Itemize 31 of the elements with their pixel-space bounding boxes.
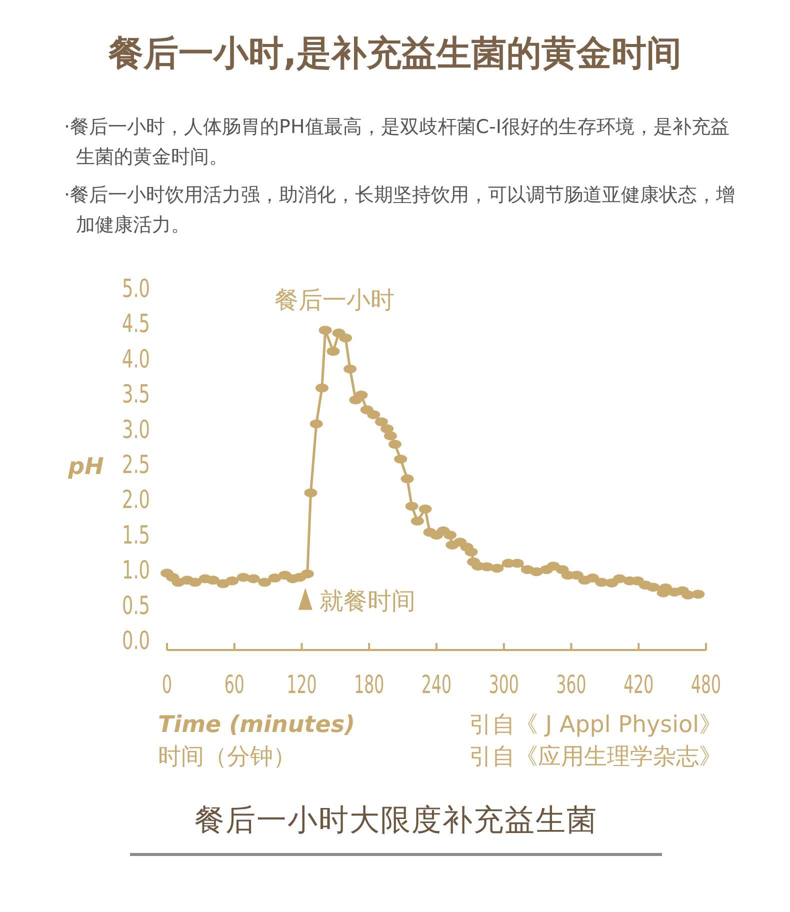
text: 时间（分钟） xyxy=(158,744,296,770)
x-tick-label: 180 xyxy=(354,670,398,699)
x-tick-label: 480 xyxy=(691,670,734,699)
y-tick-label: 2.0 xyxy=(122,485,158,514)
x-tick-label: 60 xyxy=(224,670,253,699)
chart-title: 餐后一小时,是补充益生菌的黄金时间 xyxy=(107,33,683,76)
text: 引自《 J Appl Physiol》 xyxy=(469,712,722,738)
x-tick-label: 240 xyxy=(422,670,464,699)
annotation: 餐后一小时 xyxy=(274,286,394,314)
y-tick-label: 1.5 xyxy=(122,520,158,550)
text: 引自《应用生理学杂志》 xyxy=(469,744,722,770)
y-tick-label: 0.5 xyxy=(122,590,158,620)
x-tick-label: 120 xyxy=(286,670,330,699)
y-tick-label: 3.5 xyxy=(122,380,158,409)
y-tick-label: 4.5 xyxy=(122,309,158,338)
annotation: 就餐时间 xyxy=(319,586,416,615)
text: ·餐后一小时，人体肠胃的PH值最高，是双歧杆菌C-I很好的生存环境，是补充益生菌的黄金时间。 xyxy=(64,115,731,170)
x-tick-label: 300 xyxy=(488,670,532,699)
y-tick-label: 2.5 xyxy=(122,450,158,479)
text: 餐后一小时大限度补充益生菌 xyxy=(130,800,662,856)
y-tick-label: 5.0 xyxy=(122,274,158,303)
y-tick-label: 4.0 xyxy=(122,344,158,374)
x-tick-label: 420 xyxy=(624,670,667,699)
y-tick-label: 1.0 xyxy=(122,556,158,585)
x-tick-label: 360 xyxy=(556,670,600,699)
y-axis-title: pH xyxy=(67,454,104,480)
x-tick-label: 0 xyxy=(162,670,176,699)
y-tick-label: 0.0 xyxy=(122,626,158,655)
y-tick-label: 3.0 xyxy=(122,414,158,444)
x-axis-title: Time (minutes) xyxy=(158,712,356,738)
text: ·餐后一小时饮用活力强，助消化，长期坚持饮用，可以调节肠道亚健康状态，增加健康活力。 xyxy=(64,183,736,238)
